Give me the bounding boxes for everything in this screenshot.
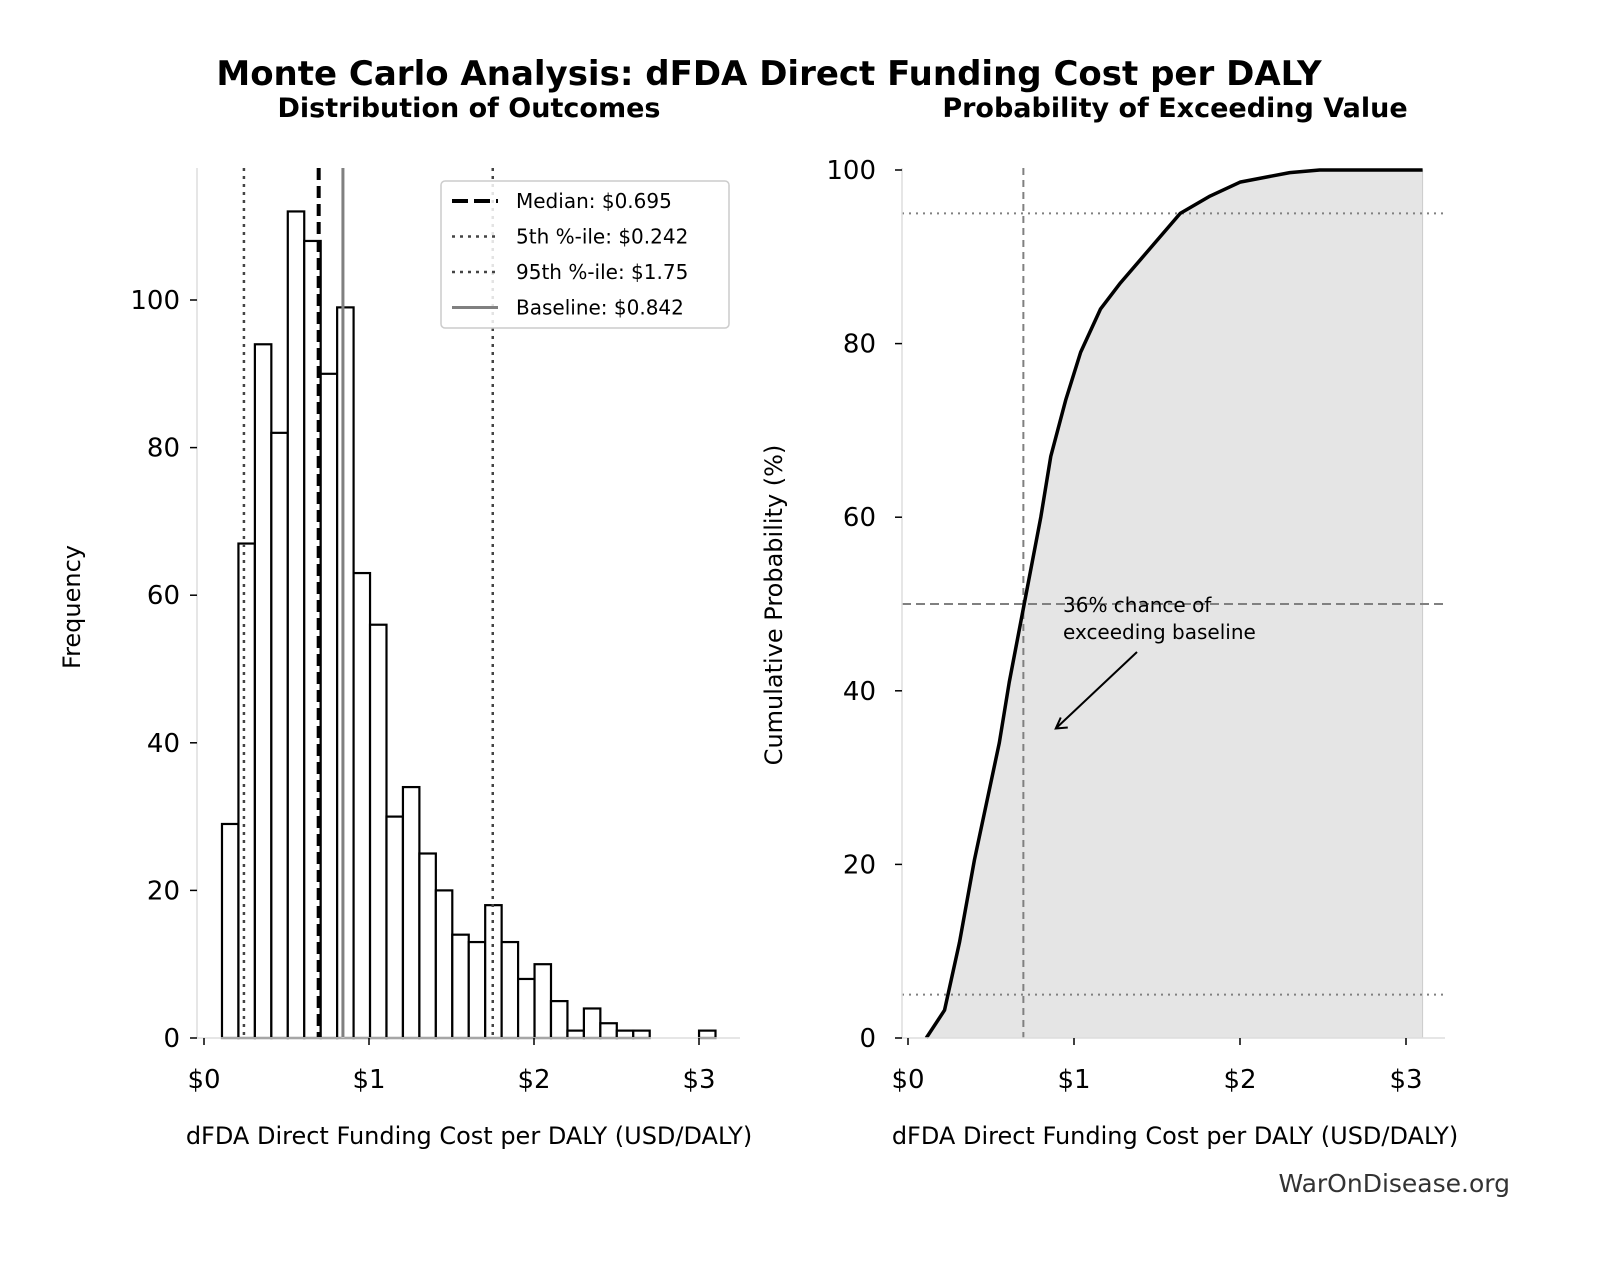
x-tick-label: $2 [517,1065,550,1095]
x-tick-label: $2 [1223,1065,1256,1095]
cdf-line [924,168,1423,1039]
y-tick-label: 0 [859,1024,876,1054]
histogram-ylabel: Frequency [58,545,86,669]
histogram-bar [566,1029,585,1040]
y-tick-label: 40 [843,677,876,707]
x-tick-label: $0 [187,1065,220,1095]
y-tick-label: 60 [147,581,180,611]
histogram-bar [253,343,273,1040]
histogram-bar [582,1007,602,1040]
histogram-bar [368,623,388,1040]
histogram-bar [451,933,470,1040]
histogram-bar [632,1029,651,1040]
legend: Median: $0.695 5th %-ile: $0.242 95th %-il… [440,180,730,329]
histogram-bar [352,571,372,1040]
histogram-title: Distribution of Outcomes [278,93,661,124]
main-title: Monte Carlo Analysis: dFDA Direct Fundin… [216,54,1322,94]
histogram-bar [434,889,454,1040]
annotation: 36% chance of exceeding baseline [1054,593,1256,730]
y-tick-label: 20 [843,850,876,880]
cdf-title: Probability of Exceeding Value [942,93,1407,124]
histogram-bar [467,940,487,1040]
histogram-bar [401,785,421,1040]
histogram-bar [336,306,355,1040]
y-tick-label: 100 [826,156,876,186]
cdf-ylabel: Cumulative Probability (%) [760,445,788,766]
x-tick-label: $1 [1057,1065,1090,1095]
x-tick-label: $1 [352,1065,385,1095]
y-tick-label: 0 [163,1024,180,1054]
histogram-bar [615,1029,635,1040]
x-tick-label: $3 [682,1065,715,1095]
histogram-bar [697,1029,717,1040]
histogram-bar [533,963,553,1040]
y-tick-label: 100 [130,286,180,316]
histogram-bar [220,822,240,1040]
legend-label: 5th %-ile: $0.242 [516,225,688,249]
cdf-xlabel: dFDA Direct Funding Cost per DALY (USD/D… [892,1122,1458,1150]
y-tick-label: 80 [147,434,180,464]
histogram-bar [385,815,405,1040]
y-tick-label: 20 [147,876,180,906]
histogram-bar [418,852,437,1040]
legend-label: Median: $0.695 [516,189,672,213]
histogram-xlabel: dFDA Direct Funding Cost per DALY (USD/D… [186,1122,752,1150]
legend-label: Baseline: $0.842 [516,296,684,320]
histogram-bar [599,1022,618,1040]
watermark: WarOnDisease.org [1278,1169,1510,1198]
histogram-bar [319,372,339,1040]
legend-label: 95th %-ile: $1.75 [516,260,688,284]
x-tick-label: $0 [891,1065,924,1095]
histogram-bar [516,977,536,1040]
annotation-line2: exceeding baseline [1063,620,1256,644]
cdf-chart: Probability of Exceeding Value dFDA Dire… [760,93,1458,1150]
histogram-bar [549,999,569,1040]
histogram-bar [270,431,289,1040]
arrow-head-icon [1054,717,1068,730]
histogram-bar [286,210,306,1040]
y-tick-label: 40 [147,729,180,759]
histogram-chart: Distribution of Outcomes dFDA Direct Fun… [58,93,752,1150]
histogram-bar [237,542,256,1040]
annotation-line1: 36% chance of [1063,593,1212,617]
annotation-arrow [1055,651,1138,730]
x-tick-label: $3 [1389,1065,1422,1095]
histogram-bar [500,940,520,1040]
y-tick-label: 80 [843,330,876,360]
y-tick-label: 60 [843,503,876,533]
